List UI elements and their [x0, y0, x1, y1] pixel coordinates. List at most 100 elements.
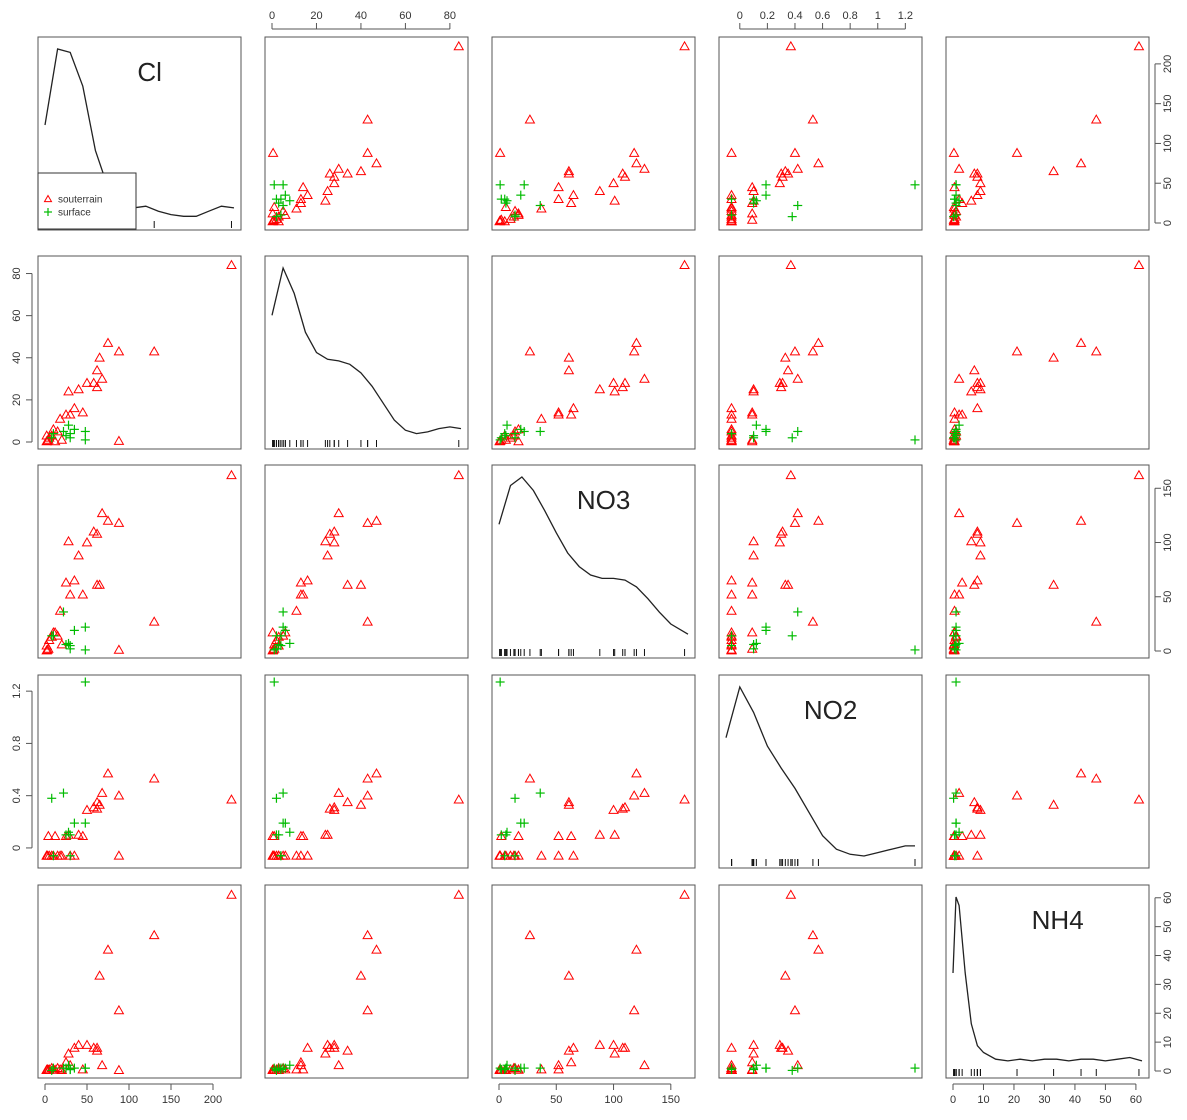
point-surface-4-r1-c0: [64, 420, 74, 430]
point-souterrain-12-r3-c4: [972, 850, 983, 860]
point-souterrain-24-r2-c3: [746, 627, 758, 637]
point-souterrain-20-r0-c1: [277, 205, 289, 215]
legend-box: [37, 172, 137, 230]
top-axis-label-3-0: 0: [737, 10, 743, 22]
point-surface-1-r3-c4: [951, 788, 961, 798]
point-surface-3-r2-c1: [280, 625, 290, 635]
point-souterrain-7-r4-c2: [639, 1059, 650, 1070]
point-souterrain-9-r1-c0: [91, 381, 103, 392]
point-souterrain-25-r0-c1: [268, 201, 280, 211]
point-souterrain-9-r2-c3: [775, 528, 787, 538]
point-souterrain-3-r3-c2: [628, 790, 640, 800]
bottom-axis-label-0-3: 150: [162, 1094, 180, 1106]
point-souterrain-13-r3-c2: [565, 830, 577, 841]
point-surface-8-r2-c1: [276, 631, 286, 641]
point-souterrain-12-r0-c1: [302, 189, 313, 200]
point-souterrain-4-r1-c4: [1048, 352, 1059, 362]
point-surface-6-r3-c1: [271, 793, 281, 803]
point-souterrain-3-r3-c4: [1011, 790, 1023, 800]
point-surface-4-r2-c1: [285, 638, 295, 648]
point-surface-3-r4-c3: [761, 1063, 771, 1073]
point-souterrain-0-r2-c0: [226, 469, 237, 480]
point-souterrain-7-r2-c3: [792, 507, 804, 518]
right-axis-label-4-0: 0: [1162, 1068, 1174, 1074]
bottom-axis-label-4-6: 60: [1130, 1094, 1142, 1106]
point-souterrain-23-r1-c0: [41, 435, 53, 446]
point-souterrain-1-r3-c0: [148, 773, 160, 783]
panel-frame-r1-c4: [945, 255, 1150, 450]
point-souterrain-5-r2-c0: [91, 579, 103, 589]
point-souterrain-0-r1-c0: [226, 259, 237, 269]
right-axis-label-4-1: 10: [1162, 1036, 1174, 1048]
point-souterrain-0-r2-c4: [1133, 469, 1145, 480]
point-surface-3-r4-c0: [69, 1063, 79, 1073]
bottom-axis-label-2-0: 0: [496, 1094, 502, 1106]
point-surface-7-r3-c4: [951, 830, 961, 840]
point-souterrain-16-r1-c0: [54, 413, 66, 423]
point-surface-0-r1-c2: [495, 435, 505, 445]
density-curve-3: [725, 685, 915, 857]
point-souterrain-7-r3-c1: [333, 787, 345, 797]
point-surface-9-r1-c0: [65, 429, 75, 439]
point-souterrain-12-r4-c0: [69, 1042, 80, 1052]
point-souterrain-0-r0-c4: [1133, 40, 1145, 51]
top-axis-label-1-3: 60: [399, 10, 411, 22]
point-surface-8-r2-c4: [951, 631, 961, 641]
panel-frame-r2-c4: [945, 464, 1150, 659]
point-surface-8-r0-c3: [727, 210, 737, 220]
point-souterrain-12-r3-c2: [568, 850, 579, 860]
point-surface-3-r0-c2: [516, 190, 526, 200]
point-souterrain-25-r0-c2: [500, 201, 512, 211]
panel-frame-r0-c3: [718, 36, 923, 231]
point-surface-0-r0-c3: [910, 180, 920, 190]
rug-2: [499, 649, 686, 656]
right-axis-label-0-0: 0: [1162, 220, 1174, 226]
point-surface-9-r2-c4: [950, 641, 960, 651]
rug-4: [953, 1069, 1140, 1076]
point-souterrain-8-r1-c0: [81, 377, 93, 387]
left-axis-label-3-2: 0.8: [11, 736, 23, 751]
bottom-axis-label-0-0: 0: [42, 1094, 48, 1106]
top-axis-label-3-2: 0.4: [787, 10, 802, 22]
point-souterrain-24-r3-c1: [267, 830, 279, 841]
bottom-axis-label-4-1: 10: [977, 1094, 989, 1106]
point-souterrain-8-r1-c3: [774, 377, 786, 387]
point-souterrain-26-r0-c4: [948, 147, 960, 157]
point-souterrain-3-r1-c4: [1011, 345, 1023, 356]
point-souterrain-4-r3-c1: [355, 799, 367, 809]
point-souterrain-1-r1-c3: [807, 345, 819, 356]
point-souterrain-1-r1-c2: [524, 345, 536, 356]
point-souterrain-12-r4-c3: [726, 1042, 737, 1052]
point-souterrain-1-r1-c4: [1090, 345, 1102, 356]
point-souterrain-5-r1-c2: [563, 364, 575, 375]
point-souterrain-11-r4-c1: [320, 1048, 331, 1058]
point-souterrain-0-r2-c1: [453, 469, 465, 480]
panel-frame-r1-c1: [264, 255, 469, 450]
point-souterrain-16-r3-c2: [536, 850, 547, 860]
point-surface-7-r4-c0: [61, 1063, 71, 1073]
point-souterrain-1-r2-c1: [362, 616, 373, 626]
point-souterrain-10-r1-c2: [594, 383, 606, 394]
point-souterrain-6-r0-c4: [972, 171, 983, 181]
point-souterrain-6-r1-c0: [88, 377, 100, 387]
point-surface-2-r3-c0: [80, 818, 90, 828]
point-souterrain-5-r3-c1: [342, 796, 353, 807]
point-souterrain-15-r4-c0: [77, 1064, 89, 1074]
point-souterrain-19-r0-c2: [505, 213, 516, 223]
point-souterrain-21-r3-c2: [495, 830, 507, 841]
point-souterrain-7-r2-c1: [333, 507, 345, 518]
point-souterrain-4-r2-c4: [1048, 579, 1059, 589]
point-souterrain-3-r4-c1: [362, 1004, 373, 1015]
point-souterrain-9-r4-c2: [617, 1042, 629, 1052]
left-axis-label-1-1: 20: [11, 394, 23, 406]
point-souterrain-25-r3-c0: [56, 850, 68, 860]
point-surface-6-r1-c0: [47, 433, 57, 443]
point-souterrain-0-r4-c0: [226, 889, 237, 899]
point-surface-1-r4-c2: [535, 1063, 545, 1073]
point-souterrain-16-r2-c1: [291, 605, 302, 615]
point-souterrain-4-r4-c3: [779, 970, 791, 980]
point-souterrain-3-r2-c4: [1011, 517, 1023, 527]
point-souterrain-2-r4-c2: [631, 944, 642, 954]
point-souterrain-2-r4-c3: [813, 944, 824, 954]
point-souterrain-9-r3-c4: [972, 803, 983, 813]
